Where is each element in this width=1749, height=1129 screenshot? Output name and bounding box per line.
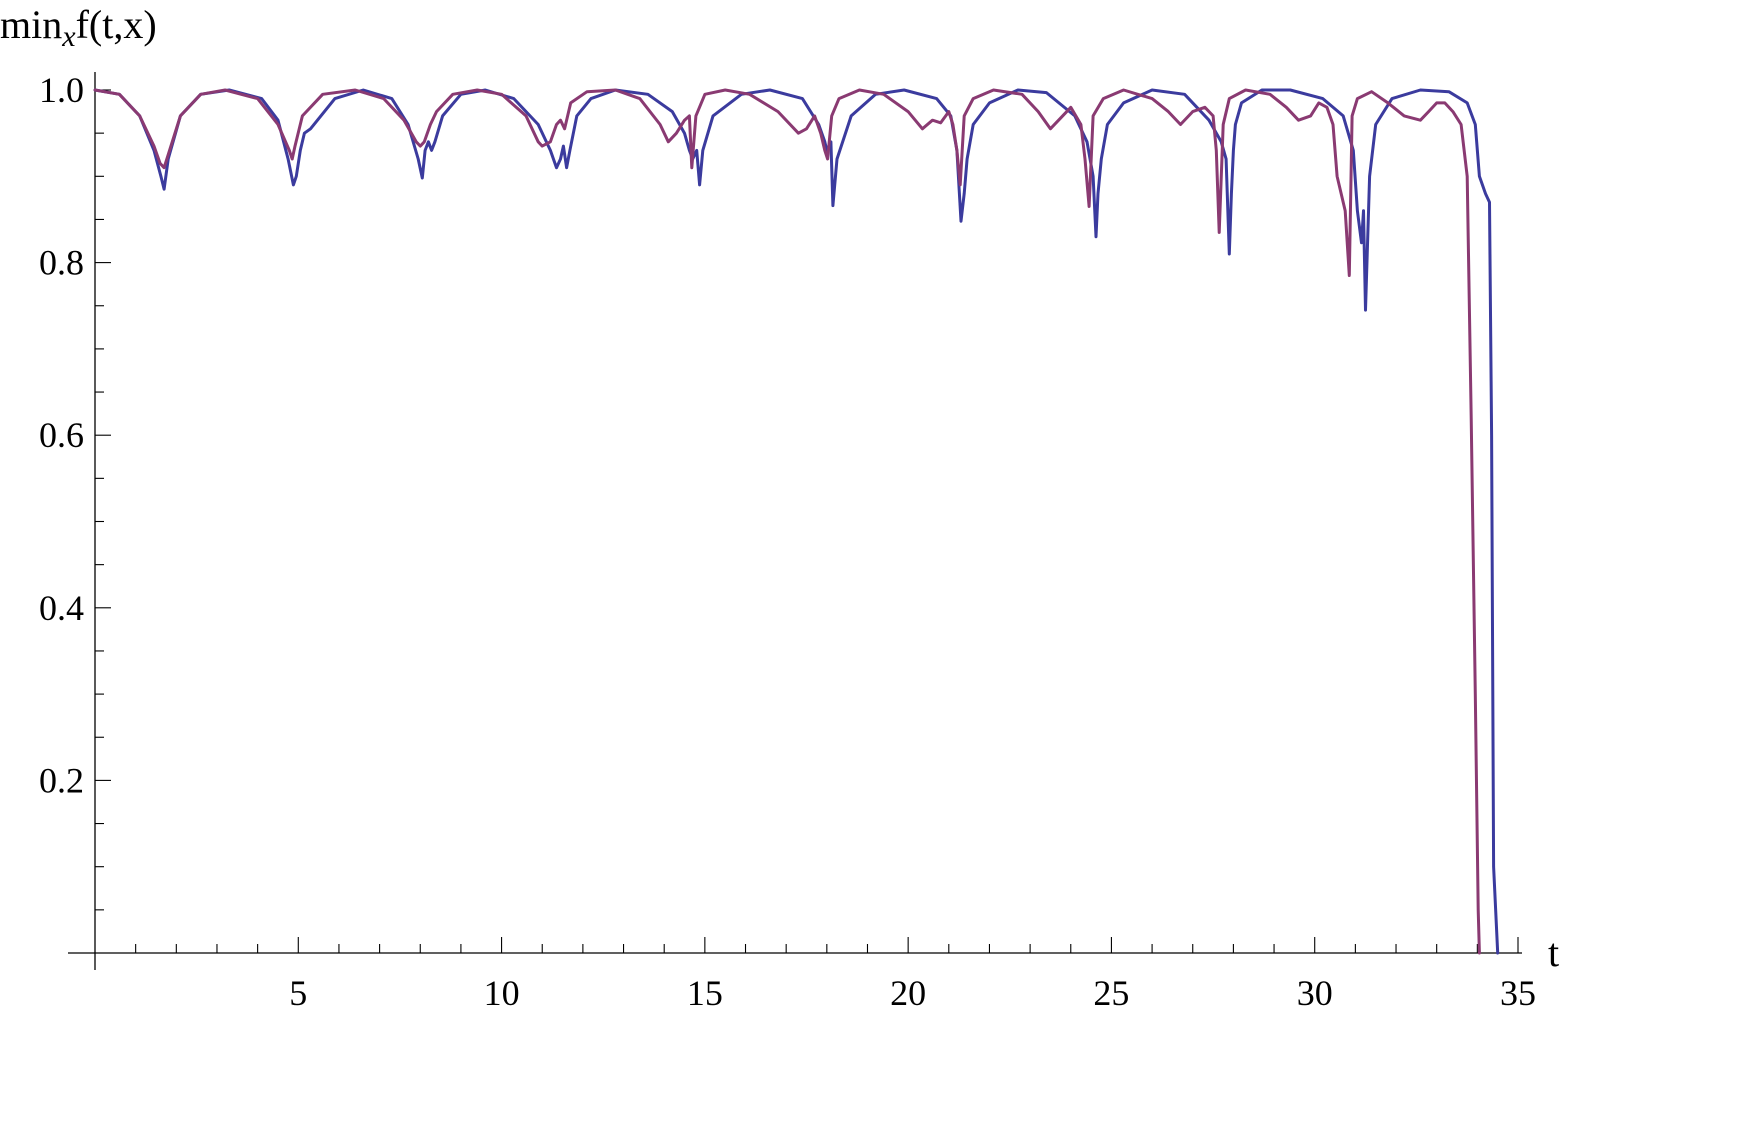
x-tick-label: 15	[687, 973, 723, 1013]
y-tick-label: 0.2	[39, 760, 84, 800]
x-axis-title: t	[1548, 930, 1559, 975]
x-tick-label: 30	[1297, 973, 1333, 1013]
y-axis-title-main: min	[0, 2, 62, 47]
y-tick-label: 0.8	[39, 243, 84, 283]
y-axis-title: minxf(t,x)	[0, 2, 157, 53]
y-axis-title-subscript: x	[61, 20, 76, 53]
x-tick-label: 25	[1093, 973, 1129, 1013]
axes	[68, 72, 1522, 970]
y-tick-label: 1.0	[39, 70, 84, 110]
y-tick-label: 0.6	[39, 415, 84, 455]
y-tick-label: 0.4	[39, 588, 84, 628]
series-line-2	[93, 88, 1481, 955]
series-line-1	[93, 88, 1500, 955]
x-ticks: 5 10 15 20 25 30 35	[135, 937, 1536, 1013]
x-tick-label: 10	[484, 973, 520, 1013]
x-tick-label: 5	[289, 973, 307, 1013]
x-tick-label: 20	[890, 973, 926, 1013]
y-axis-title-rest: f(t,x)	[76, 2, 157, 47]
x-tick-label: 35	[1500, 973, 1536, 1013]
y-ticks: 0.2 0.4 0.6 0.8 1.0	[39, 70, 111, 911]
series-group	[93, 88, 1500, 955]
